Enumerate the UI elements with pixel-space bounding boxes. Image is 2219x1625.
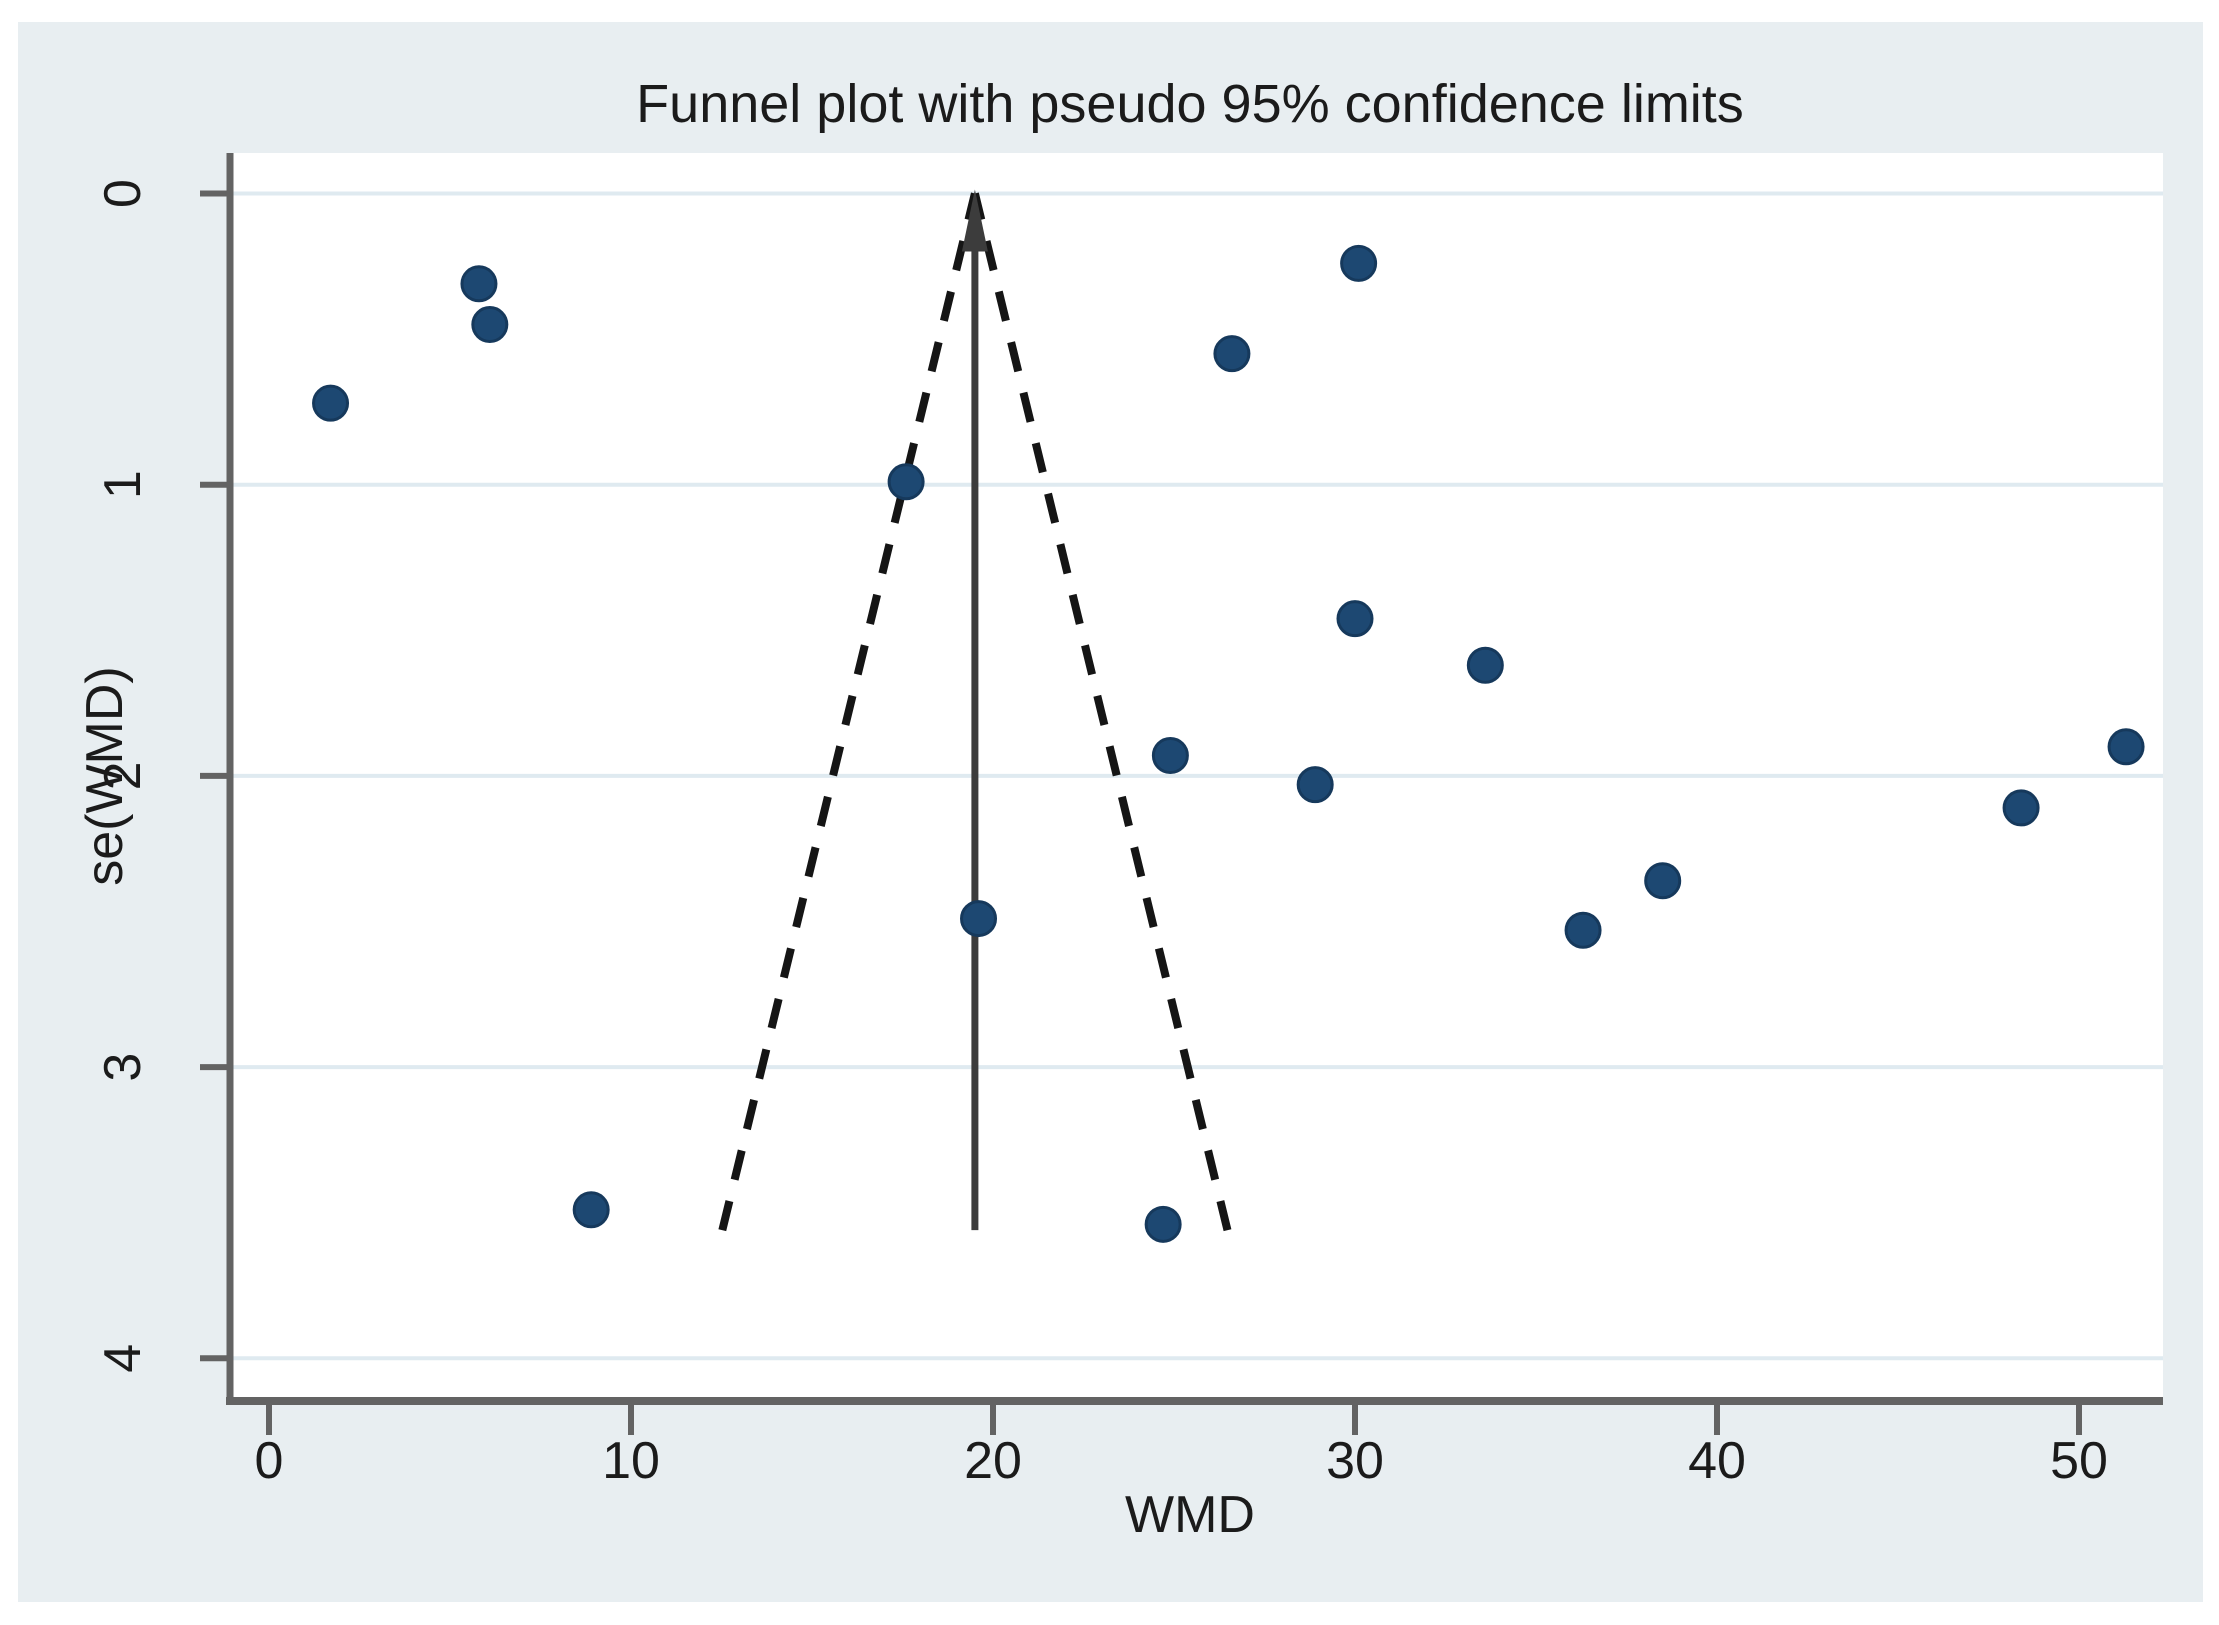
data-point — [1644, 862, 1682, 900]
data-point — [1340, 244, 1378, 282]
data-point — [1336, 600, 1374, 638]
data-point — [1296, 766, 1334, 804]
x-tick-label: 50 — [2050, 1432, 2108, 1490]
y-tick-label: 0 — [94, 179, 152, 208]
y-tick-label: 2 — [94, 761, 152, 790]
y-axis-label: se(WMD) — [76, 666, 134, 886]
data-point — [460, 265, 498, 303]
data-point — [2107, 728, 2145, 766]
pseudo-ci-left-dashed-line — [718, 192, 979, 1232]
y-tick-label: 4 — [94, 1344, 152, 1373]
x-axis-label: WMD — [1125, 1486, 1255, 1544]
x-tick-label: 40 — [1688, 1432, 1746, 1490]
x-tick-label: 20 — [964, 1432, 1022, 1490]
x-tick-label: 10 — [602, 1432, 660, 1490]
data-point — [2002, 789, 2040, 827]
data-point — [471, 306, 509, 344]
x-tick-label: 30 — [1326, 1432, 1384, 1490]
data-point — [1151, 737, 1189, 775]
y-tick-label: 1 — [94, 470, 152, 499]
x-tick-label: 0 — [255, 1432, 284, 1490]
y-tick-label: 3 — [94, 1053, 152, 1082]
data-point — [572, 1191, 610, 1229]
chart-title: Funnel plot with pseudo 95% confidence l… — [636, 74, 1744, 134]
data-point — [1213, 335, 1251, 373]
pooled-effect-arrowhead — [961, 189, 988, 252]
pseudo-ci-right-dashed-line — [971, 192, 1232, 1232]
data-point — [312, 384, 350, 422]
data-point — [1466, 646, 1504, 684]
data-point — [1144, 1205, 1182, 1243]
data-point — [960, 900, 998, 938]
data-point — [887, 463, 925, 501]
data-point — [1564, 911, 1602, 949]
